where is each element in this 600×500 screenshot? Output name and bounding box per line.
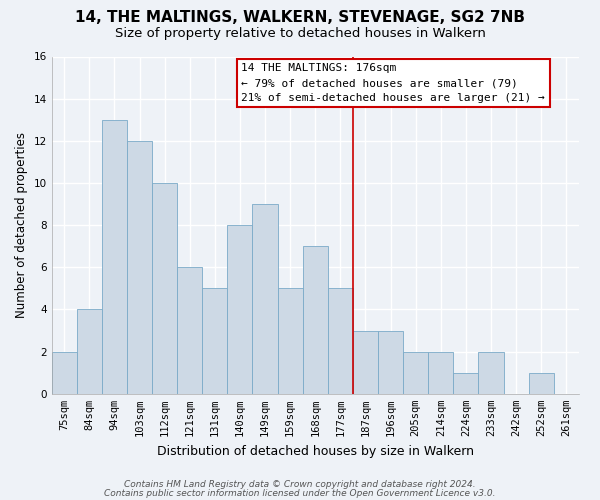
Bar [478,352,503,394]
Text: Contains HM Land Registry data © Crown copyright and database right 2024.: Contains HM Land Registry data © Crown c… [124,480,476,489]
Text: Size of property relative to detached houses in Walkern: Size of property relative to detached ho… [115,28,485,40]
Bar [353,330,378,394]
Bar [328,288,353,394]
Y-axis label: Number of detached properties: Number of detached properties [15,132,28,318]
Bar [227,225,253,394]
Bar [428,352,454,394]
Bar [177,268,202,394]
Bar [403,352,428,394]
X-axis label: Distribution of detached houses by size in Walkern: Distribution of detached houses by size … [157,444,474,458]
Bar [303,246,328,394]
Bar [253,204,278,394]
Bar [102,120,127,394]
Bar [77,310,102,394]
Bar [529,372,554,394]
Text: 14 THE MALTINGS: 176sqm
← 79% of detached houses are smaller (79)
21% of semi-de: 14 THE MALTINGS: 176sqm ← 79% of detache… [241,63,545,103]
Bar [202,288,227,394]
Bar [454,372,478,394]
Bar [278,288,303,394]
Text: Contains public sector information licensed under the Open Government Licence v3: Contains public sector information licen… [104,489,496,498]
Bar [127,141,152,394]
Bar [152,183,177,394]
Bar [378,330,403,394]
Bar [52,352,77,394]
Text: 14, THE MALTINGS, WALKERN, STEVENAGE, SG2 7NB: 14, THE MALTINGS, WALKERN, STEVENAGE, SG… [75,10,525,25]
